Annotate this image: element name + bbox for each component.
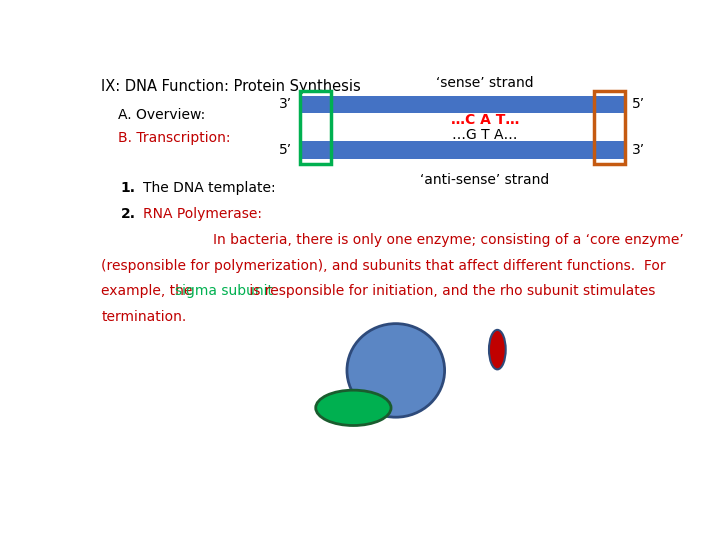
- Text: B. Transcription:: B. Transcription:: [118, 131, 230, 145]
- Text: A. Overview:: A. Overview:: [118, 109, 205, 123]
- Ellipse shape: [347, 323, 445, 417]
- Bar: [594, 91, 624, 164]
- Text: 2.: 2.: [121, 207, 135, 221]
- Ellipse shape: [315, 390, 391, 426]
- Text: 5’: 5’: [632, 97, 646, 111]
- Text: …C A T…: …C A T…: [451, 113, 519, 127]
- Text: ‘sense’ strand: ‘sense’ strand: [436, 76, 534, 90]
- Text: 5’: 5’: [279, 143, 292, 157]
- Bar: [300, 91, 331, 164]
- Text: sigma subunit: sigma subunit: [175, 285, 273, 298]
- Text: (responsible for polymerization), and subunits that affect different functions. : (responsible for polymerization), and su…: [101, 259, 666, 273]
- Text: The DNA template:: The DNA template:: [143, 181, 276, 195]
- Text: In bacteria, there is only one enzyme; consisting of a ‘core enzyme’: In bacteria, there is only one enzyme; c…: [213, 233, 683, 247]
- Ellipse shape: [489, 330, 505, 369]
- Text: is responsible for initiation, and the rho subunit stimulates: is responsible for initiation, and the r…: [245, 285, 655, 298]
- Text: 3’: 3’: [632, 143, 646, 157]
- Text: …G T A…: …G T A…: [452, 127, 518, 141]
- Text: 1.: 1.: [121, 181, 135, 195]
- Bar: [300, 141, 626, 159]
- Text: IX: DNA Function: Protein Synthesis: IX: DNA Function: Protein Synthesis: [101, 79, 361, 94]
- Text: 3’: 3’: [279, 97, 292, 111]
- Text: termination.: termination.: [101, 310, 186, 324]
- Text: example, the: example, the: [101, 285, 197, 298]
- Text: RNA Polymerase:: RNA Polymerase:: [143, 207, 262, 221]
- Bar: [300, 96, 626, 113]
- Text: ‘anti-sense’ strand: ‘anti-sense’ strand: [420, 173, 549, 187]
